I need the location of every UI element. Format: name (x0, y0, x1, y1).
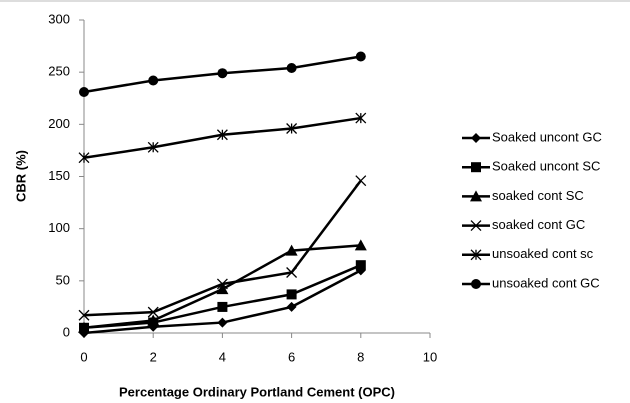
marker (78, 152, 90, 164)
marker (79, 86, 89, 97)
marker (286, 301, 297, 312)
marker (355, 175, 367, 187)
x-tick-label: 0 (80, 349, 87, 364)
marker (148, 75, 159, 86)
legend-label: soaked cont GC (492, 217, 585, 232)
y-tick-label: 250 (48, 64, 70, 79)
legend-marker (470, 220, 482, 232)
legend-marker (471, 279, 481, 289)
marker (78, 309, 90, 321)
x-axis-title: Percentage Ordinary Portland Cement (OPC… (119, 384, 395, 399)
marker (217, 301, 228, 312)
x-tick-label: 10 (423, 349, 437, 364)
y-tick-label: 50 (56, 272, 70, 287)
x-tick-label: 4 (219, 349, 226, 364)
marker (355, 260, 366, 271)
marker (285, 244, 298, 256)
marker (355, 51, 366, 62)
legend-marker (470, 249, 482, 261)
marker (78, 321, 90, 333)
marker (216, 129, 228, 141)
x-tick-label: 2 (150, 349, 157, 364)
marker (286, 289, 297, 300)
y-tick-label: 150 (48, 168, 70, 183)
marker (286, 267, 298, 278)
marker (147, 141, 159, 153)
legend-label: soaked cont SC (492, 188, 584, 203)
y-tick-label: 100 (48, 220, 70, 235)
marker (286, 123, 298, 134)
marker (355, 112, 367, 124)
legend-marker (470, 190, 482, 202)
legend-label: unsoaked cont GC (492, 275, 600, 290)
marker (147, 314, 160, 326)
marker (354, 239, 367, 251)
marker (217, 68, 228, 79)
legend-marker (471, 162, 481, 173)
y-tick-label: 300 (48, 11, 70, 26)
legend-label: unsoaked cont sc (492, 246, 594, 261)
marker (286, 62, 297, 73)
marker (217, 317, 228, 328)
marker (216, 283, 229, 295)
y-tick-label: 0 (63, 324, 70, 339)
x-tick-label: 6 (288, 349, 295, 364)
marker (216, 278, 228, 290)
y-tick-label: 200 (48, 116, 70, 131)
legend-label: Soaked uncont SC (492, 159, 600, 174)
x-tick-label: 8 (357, 349, 364, 364)
legend-label: Soaked uncont GC (492, 129, 602, 144)
marker (147, 306, 159, 318)
y-axis-title: CBR (%) (13, 150, 28, 202)
legend-marker (471, 133, 481, 143)
